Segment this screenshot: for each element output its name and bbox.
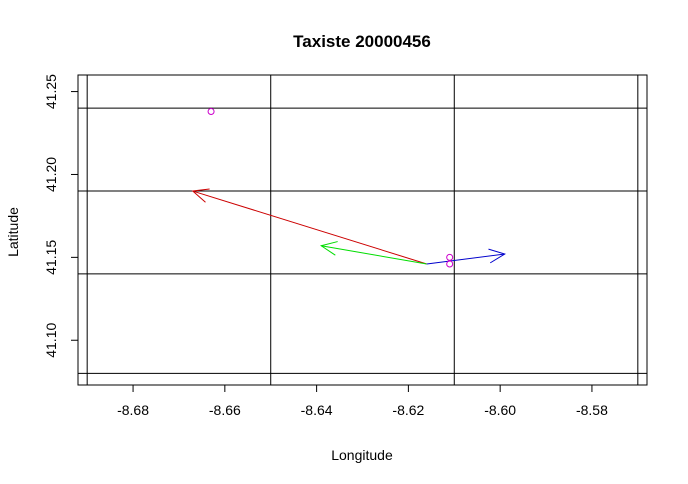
y-tick-label: 41.20 — [43, 157, 59, 192]
data-point — [446, 253, 454, 261]
x-tick-label: -8.66 — [209, 402, 241, 418]
x-tick-label: -8.58 — [576, 402, 608, 418]
y-axis-label: Latitude — [5, 207, 21, 257]
x-tick-label: -8.64 — [301, 402, 333, 418]
y-tick-label: 41.25 — [43, 74, 59, 109]
arrow — [319, 241, 427, 265]
data-point — [446, 260, 454, 268]
x-tick-label: -8.60 — [484, 402, 516, 418]
chart-title: Taxiste 20000456 — [293, 32, 431, 51]
arrow-head — [319, 241, 338, 256]
arrow-head — [488, 248, 506, 264]
arrow-shaft — [321, 245, 427, 265]
arrow — [191, 188, 427, 265]
arrow-shaft — [426, 253, 505, 265]
plot-area — [77, 74, 648, 386]
arrow-shaft — [192, 190, 427, 265]
arrow — [426, 248, 506, 265]
x-axis-label: Longitude — [331, 447, 393, 463]
y-tick-label: 41.10 — [43, 323, 59, 358]
axes: -8.68 -8.66 -8.64 -8.62 -8.60 -8.58 41.10 41.15… — [43, 74, 608, 418]
arrow-head — [191, 188, 210, 203]
plot-data — [191, 107, 506, 268]
x-tick-label: -8.62 — [392, 402, 424, 418]
data-point — [207, 107, 215, 115]
grid — [78, 75, 647, 385]
y-tick-label: 41.15 — [43, 240, 59, 275]
x-tick-label: -8.68 — [117, 402, 149, 418]
